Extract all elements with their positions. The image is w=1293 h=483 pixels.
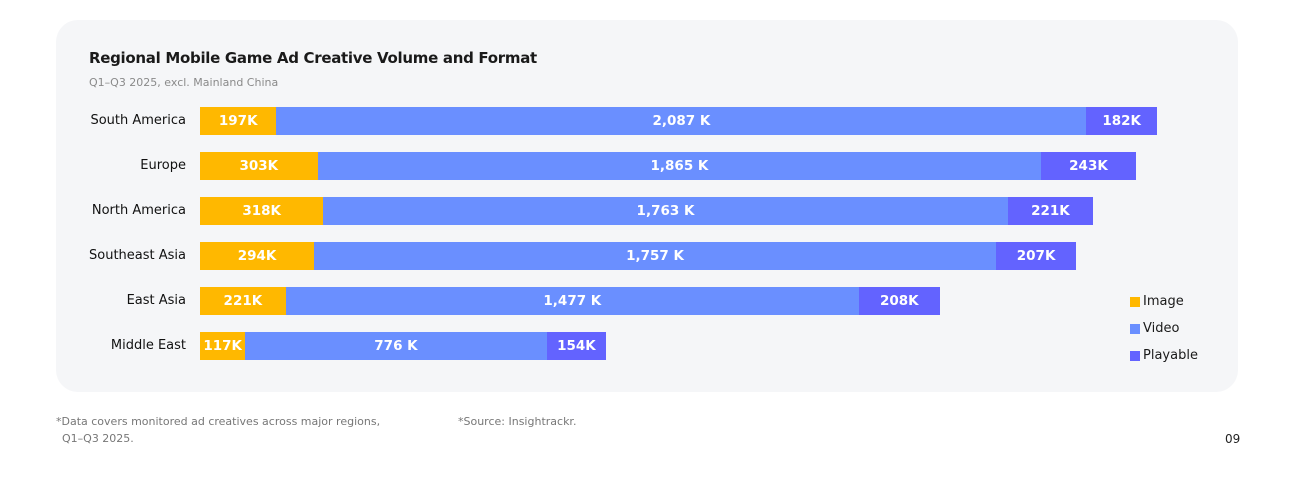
bar-image: 318K (200, 197, 324, 225)
bar-video: 1,757 K (314, 242, 996, 270)
footnote: *Data covers monitored ad creatives acro… (56, 413, 380, 447)
source-note: *Source: Insightrackr. (458, 415, 577, 428)
bar-video: 1,477 K (285, 287, 859, 315)
data-label: 221K (223, 293, 263, 309)
legend-swatch (1130, 350, 1140, 361)
legend-item-image: Image (1130, 294, 1184, 309)
data-label: 207K (1016, 248, 1056, 264)
footnote-line-1: *Data covers monitored ad creatives acro… (56, 415, 381, 428)
data-label: 303K (239, 158, 279, 174)
data-label: 1,757 K (626, 248, 684, 264)
category-label: East Asia (126, 293, 186, 308)
legend-label: Image (1143, 294, 1184, 309)
legend-swatch (1130, 323, 1140, 334)
bar-image: 117K (200, 332, 246, 360)
legend-swatch (1130, 296, 1140, 307)
data-label: 182K (1102, 113, 1141, 129)
data-label: 208K (879, 293, 919, 309)
data-label: 294K (237, 248, 277, 264)
data-label: 197K (218, 113, 258, 129)
data-label: 243K (1069, 158, 1108, 174)
bar-image: 197K (200, 107, 277, 135)
legend-item-video: Video (1130, 321, 1179, 336)
data-label: 1,763 K (636, 203, 695, 219)
category-label: Southeast Asia (89, 248, 186, 263)
bar-playable: 182K (1086, 107, 1157, 135)
category-label: North America (91, 203, 186, 218)
bar-playable: 221K (1007, 197, 1094, 225)
footnote-line-2: Q1–Q3 2025. (62, 432, 134, 445)
data-label: 117K (203, 338, 243, 354)
data-label: 154K (557, 338, 596, 354)
chart-title: Regional Mobile Game Ad Creative Volume … (89, 49, 537, 67)
bar-image: 221K (200, 287, 286, 315)
category-label: South America (90, 113, 186, 128)
category-label: Middle East (110, 338, 186, 353)
data-label: 221K (1031, 203, 1070, 219)
page-number: 09 (1225, 432, 1241, 446)
data-label: 776 K (374, 338, 418, 354)
bar-playable: 207K (995, 242, 1077, 270)
bar-playable: 154K (546, 332, 607, 360)
bar-playable: 243K (1041, 152, 1136, 180)
chart-subtitle: Q1–Q3 2025, excl. Mainland China (89, 76, 279, 89)
bar-playable: 208K (858, 287, 940, 315)
legend-item-playable: Playable (1130, 348, 1198, 363)
data-label: 2,087 K (652, 113, 711, 129)
bar-video: 2,087 K (276, 107, 1087, 135)
legend-label: Playable (1143, 348, 1198, 363)
bar-image: 294K (200, 242, 315, 270)
data-label: 1,477 K (543, 293, 602, 309)
legend-label: Video (1143, 321, 1180, 336)
bar-video: 776 K (245, 332, 547, 360)
data-label: 1,865 K (650, 158, 709, 174)
bar-image: 303K (200, 152, 318, 180)
bar-video: 1,865 K (317, 152, 1042, 180)
category-label: Europe (140, 158, 186, 173)
bar-video: 1,763 K (323, 197, 1008, 225)
data-label: 318K (242, 203, 282, 219)
